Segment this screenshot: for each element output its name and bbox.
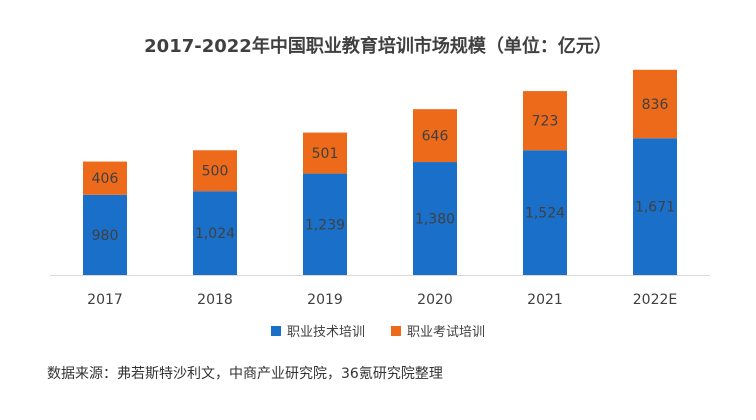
data-label-exam-2022E: 836 [642,97,669,113]
bar-technical-2018 [193,191,237,275]
legend-label-exam-training: 职业考试培训 [407,325,486,340]
data-label-exam-2018: 500 [202,164,229,180]
data-label-technical-2018: 1,024 [195,226,235,242]
bar-technical-2019 [303,173,347,275]
bar-exam-2019 [303,132,347,174]
data-label-technical-2017: 980 [92,228,119,244]
x-tick-label-2020: 2020 [417,292,453,308]
bar-technical-2022E [633,138,677,275]
data-label-technical-2020: 1,380 [415,212,455,228]
x-tick-label-2018: 2018 [197,292,233,308]
data-label-exam-2019: 501 [312,146,339,162]
x-tick-label-2021: 2021 [527,292,563,308]
bar-technical-2021 [523,150,567,275]
bar-technical-2020 [413,162,457,275]
legend-swatch-technical-training [270,325,281,336]
bar-exam-2022E [633,69,677,139]
bar-exam-2021 [523,91,567,151]
bar-exam-2020 [413,109,457,163]
x-tick-label-2017: 2017 [87,292,123,308]
legend-swatch-exam-training [391,325,401,336]
legend-item-exam-training: 职业考试培训 [391,321,485,340]
chart-title: 2017-2022年中国职业教育培训市场规模（单位：亿元） [144,36,612,57]
bar-exam-2018 [193,150,237,192]
data-label-exam-2017: 406 [92,171,119,187]
source-note: 数据来源：弗若斯特沙利文，中商产业研究院，36氪研究院整理 [47,366,443,382]
legend-label-technical-training: 职业技术培训 [286,325,365,340]
data-label-technical-2021: 1,524 [525,206,565,222]
data-label-exam-2020: 646 [422,129,449,145]
legend-item-technical-training: 职业技术培训 [270,321,365,340]
bar-technical-2017 [83,194,127,275]
x-tick-label-2019: 2019 [307,292,343,308]
x-tick-label-2022E: 2022E [633,292,677,308]
data-label-technical-2022E: 1,671 [635,200,675,216]
bar-exam-2017 [83,161,127,195]
data-label-exam-2021: 723 [532,114,559,130]
data-label-technical-2019: 1,239 [305,217,345,233]
legend: 职业技术培训 职业考试培训 [0,321,756,340]
